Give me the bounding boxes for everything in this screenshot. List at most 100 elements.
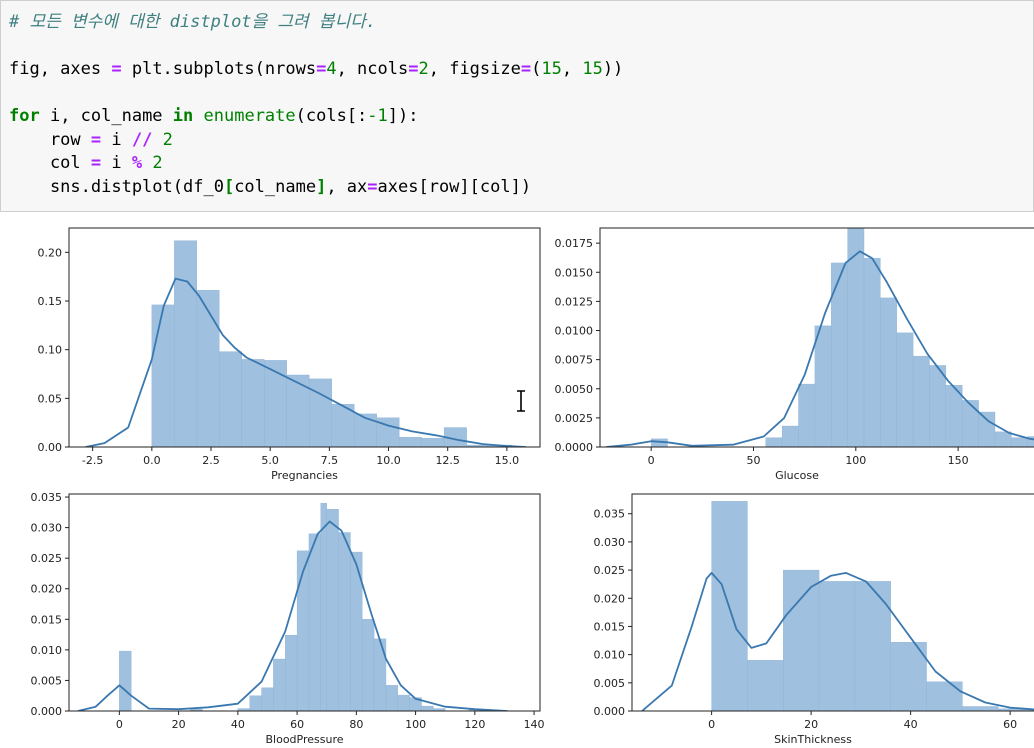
y-tick-label: 0.010 — [31, 644, 63, 657]
x-tick-label: 2.5 — [202, 454, 220, 467]
x-axis-label: Pregnancies — [271, 469, 338, 482]
histogram-bar — [783, 570, 819, 711]
histogram-bar — [979, 412, 995, 447]
y-tick-label: 0.025 — [594, 564, 626, 577]
x-axis-label: BloodPressure — [265, 733, 343, 744]
x-tick-label: 20 — [804, 718, 818, 731]
histogram-bar — [913, 356, 929, 447]
x-axis-label: Glucose — [775, 469, 819, 482]
histogram-bar — [422, 438, 444, 447]
x-tick-label: 7.5 — [321, 454, 339, 467]
y-tick-label: 0.005 — [594, 677, 626, 690]
code-comment: # 모든 변수에 대한 distplot을 그려 봅니다. — [9, 12, 376, 32]
histogram-bar — [855, 581, 891, 711]
histogram-bar — [219, 352, 241, 447]
y-tick-label: 0.005 — [31, 674, 63, 687]
x-tick-label: 50 — [746, 454, 760, 467]
histogram-bar — [309, 534, 321, 711]
y-tick-label: 0.015 — [31, 613, 63, 626]
histogram-bar — [962, 400, 978, 447]
histogram-bar — [242, 359, 264, 447]
histogram-bar — [321, 503, 327, 711]
x-tick-label: 150 — [948, 454, 969, 467]
histogram-bar — [119, 651, 131, 711]
histogram-bar — [262, 688, 274, 711]
y-tick-label: 0.000 — [594, 705, 626, 718]
histogram-bar — [399, 437, 421, 447]
x-tick-label: 15.0 — [495, 454, 520, 467]
x-tick-label: 120 — [464, 718, 485, 731]
histogram-bar — [747, 660, 783, 711]
x-tick-label: 0 — [648, 454, 655, 467]
y-tick-label: 0.010 — [594, 649, 626, 662]
y-tick-label: 0.020 — [31, 583, 63, 596]
x-tick-label: 60 — [290, 718, 304, 731]
histogram-bar — [897, 333, 913, 447]
y-tick-label: 0.0125 — [555, 295, 594, 308]
histogram-bar — [197, 290, 219, 447]
code-line-col: col = i % 2 — [9, 153, 163, 173]
histogram-bar — [880, 298, 896, 447]
histogram-bar — [374, 639, 386, 711]
histogram-bar — [799, 384, 815, 447]
code-line-row: row = i // 2 — [9, 130, 173, 150]
code-line-distplot: sns.distplot(df_0[col_name], ax=axes[row… — [9, 177, 531, 197]
y-tick-label: 0.035 — [31, 491, 63, 504]
histogram-bar — [815, 326, 831, 447]
y-tick-label: 0.015 — [594, 620, 626, 633]
y-tick-label: 0.00 — [38, 441, 63, 454]
histogram-bar — [362, 619, 374, 711]
histogram-bar — [927, 682, 963, 711]
code-line-subplots: fig, axes = plt.subplots(nrows=4, ncols=… — [9, 59, 623, 79]
x-tick-label: 5.0 — [261, 454, 279, 467]
y-tick-label: 0.025 — [31, 552, 63, 565]
histogram-bar — [339, 533, 351, 711]
histogram-bar — [422, 706, 434, 711]
y-tick-label: 0.0150 — [555, 266, 594, 279]
histogram-bar — [327, 509, 339, 711]
x-tick-label: 40 — [904, 718, 918, 731]
histogram-bar — [782, 426, 798, 447]
x-tick-label: 0 — [116, 718, 123, 731]
y-tick-label: 0.20 — [38, 246, 63, 259]
code-cell[interactable]: # 모든 변수에 대한 distplot을 그려 봅니다. fig, axes … — [0, 0, 1034, 212]
subplot-3: 0 20 40 60 0.000 0.005 0.010 0.015 0.020 0.025 0.0… — [594, 494, 1034, 744]
y-tick-label: 0.0175 — [555, 237, 594, 250]
histogram-bar — [152, 305, 174, 447]
y-tick-label: 0.000 — [31, 705, 63, 718]
x-tick-label: 100 — [845, 454, 866, 467]
y-tick-label: 0.020 — [594, 592, 626, 605]
text-cursor-icon — [515, 390, 527, 412]
histogram-bar — [273, 659, 285, 711]
histogram-bar — [250, 696, 262, 711]
code-editor[interactable]: # 모든 변수에 대한 distplot을 그려 봅니다. fig, axes … — [9, 11, 623, 199]
x-tick-label: 100 — [405, 718, 426, 731]
histogram-bar — [864, 258, 880, 447]
y-tick-label: 0.030 — [31, 522, 63, 535]
x-tick-label: 140 — [524, 718, 545, 731]
y-tick-label: 0.15 — [38, 295, 63, 308]
y-tick-label: 0.030 — [594, 536, 626, 549]
x-tick-label: -2.5 — [82, 454, 103, 467]
histogram-bar — [766, 438, 782, 447]
x-tick-label: 10.0 — [376, 454, 401, 467]
x-tick-label: 60 — [1003, 718, 1017, 731]
x-tick-label: 0 — [708, 718, 715, 731]
histogram-bar — [1011, 438, 1027, 447]
y-tick-label: 0.0075 — [555, 354, 594, 367]
y-tick-label: 0.0000 — [555, 441, 594, 454]
histogram-bar — [929, 365, 945, 447]
y-tick-label: 0.10 — [38, 344, 63, 357]
histogram-bar — [297, 551, 309, 711]
y-tick-label: 0.0050 — [555, 383, 594, 396]
y-tick-label: 0.0025 — [555, 412, 594, 425]
histogram-bar — [174, 241, 196, 447]
histogram-bar — [995, 432, 1011, 447]
x-axis-label: SkinThickness — [774, 733, 852, 744]
y-tick-label: 0.035 — [594, 508, 626, 521]
